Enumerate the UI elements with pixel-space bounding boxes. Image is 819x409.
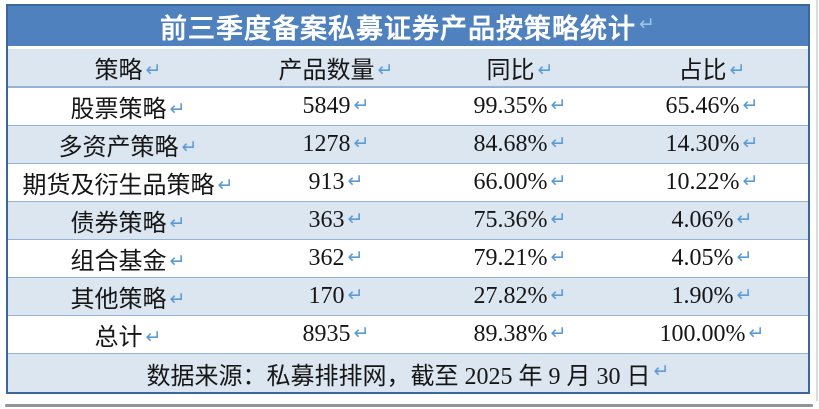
table-row: 股票策略 ↵ 5849 ↵ 99.35% ↵ 65.46% ↵ xyxy=(8,88,808,126)
cell-share[interactable]: 100.00% ↵ xyxy=(659,321,765,347)
cell-share[interactable]: 65.46% ↵ xyxy=(665,93,759,119)
cell-yoy[interactable]: 66.00% ↵ xyxy=(473,169,567,195)
cell-yoy[interactable]: 99.35% ↵ xyxy=(473,93,567,119)
paragraph-mark-icon: ↵ xyxy=(550,246,567,268)
cell-strategy[interactable]: 总计 ↵ xyxy=(94,325,162,351)
cell-share[interactable]: 10.22% ↵ xyxy=(665,169,759,195)
source-note: 数据来源：私募排排网，截至 2025 年 9 月 30 日 xyxy=(146,363,651,390)
cell-count[interactable]: 363 ↵ xyxy=(308,207,364,233)
table-title: 前三季度备案私募证券产品按策略统计 xyxy=(160,13,637,44)
paragraph-mark-icon: ↵ xyxy=(377,59,394,81)
paragraph-mark-icon: ↵ xyxy=(169,250,186,272)
paragraph-mark-icon: ↵ xyxy=(353,132,370,154)
cell-count[interactable]: 1278 ↵ xyxy=(302,131,370,157)
paragraph-mark-icon: ↵ xyxy=(550,170,567,192)
window-edge-right xyxy=(816,0,818,401)
paragraph-mark-icon: ↵ xyxy=(550,322,567,344)
paragraph-mark-icon: ↵ xyxy=(736,246,753,268)
cell-count[interactable]: 5849 ↵ xyxy=(302,93,370,119)
table-row: 期货及衍生品策略 ↵ 913 ↵ 66.00% ↵ 10.22% ↵ xyxy=(8,164,808,202)
paragraph-mark-icon: ↵ xyxy=(736,284,753,306)
cell-strategy[interactable]: 期货及衍生品策略 ↵ xyxy=(22,173,234,199)
cell-count[interactable]: 170 ↵ xyxy=(308,283,364,309)
paragraph-mark-icon: ↵ xyxy=(550,208,567,230)
paragraph-mark-icon: ↵ xyxy=(653,360,670,382)
paragraph-mark-icon: ↵ xyxy=(347,170,364,192)
paragraph-mark-icon: ↵ xyxy=(347,246,364,268)
table-row: 多资产策略 ↵ 1278 ↵ 84.68% ↵ 14.30% ↵ xyxy=(8,126,808,164)
cell-share[interactable]: 14.30% ↵ xyxy=(665,131,759,157)
cell-yoy[interactable]: 89.38% ↵ xyxy=(473,321,567,347)
column-header-yoy[interactable]: 同比 ↵ xyxy=(486,58,554,84)
paragraph-mark-icon: ↵ xyxy=(639,13,656,35)
paragraph-mark-icon: ↵ xyxy=(736,208,753,230)
paragraph-mark-icon: ↵ xyxy=(181,136,198,158)
paragraph-mark-icon: ↵ xyxy=(742,132,759,154)
paragraph-mark-icon: ↵ xyxy=(169,212,186,234)
cell-share[interactable]: 4.06% ↵ xyxy=(671,207,753,233)
table-title-row[interactable]: 前三季度备案私募证券产品按策略统计 ↵ xyxy=(8,6,808,49)
table-row: 总计 ↵ 8935 ↵ 89.38% ↵ 100.00% ↵ xyxy=(8,316,808,354)
cell-yoy[interactable]: 84.68% ↵ xyxy=(473,131,567,157)
paragraph-mark-icon: ↵ xyxy=(169,288,186,310)
cell-strategy[interactable]: 多资产策略 ↵ xyxy=(58,135,198,161)
paragraph-mark-icon: ↵ xyxy=(537,59,554,81)
table-row: 其他策略 ↵ 170 ↵ 27.82% ↵ 1.90% ↵ xyxy=(8,278,808,316)
column-header-count[interactable]: 产品数量 ↵ xyxy=(278,58,394,84)
cell-share[interactable]: 4.05% ↵ xyxy=(671,245,753,271)
cell-count[interactable]: 913 ↵ xyxy=(308,169,364,195)
column-header-strategy[interactable]: 策略 ↵ xyxy=(94,58,162,84)
table-row: 组合基金 ↵ 362 ↵ 79.21% ↵ 4.05% ↵ xyxy=(8,240,808,278)
cell-strategy[interactable]: 债券策略 ↵ xyxy=(70,211,186,237)
table-header-row: 策略 ↵ 产品数量 ↵ 同比 ↵ 占比 ↵ xyxy=(8,49,808,88)
paragraph-mark-icon: ↵ xyxy=(550,284,567,306)
paragraph-mark-icon: ↵ xyxy=(145,59,162,81)
paragraph-mark-icon: ↵ xyxy=(169,98,186,120)
cell-yoy[interactable]: 27.82% ↵ xyxy=(473,283,567,309)
paragraph-mark-icon: ↵ xyxy=(347,208,364,230)
cell-strategy[interactable]: 其他策略 ↵ xyxy=(70,287,186,313)
cell-strategy[interactable]: 组合基金 ↵ xyxy=(70,249,186,275)
cell-count[interactable]: 362 ↵ xyxy=(308,245,364,271)
table-source-row[interactable]: 数据来源：私募排排网，截至 2025 年 9 月 30 日 ↵ xyxy=(8,354,808,392)
cell-count[interactable]: 8935 ↵ xyxy=(302,321,370,347)
paragraph-mark-icon: ↵ xyxy=(145,326,162,348)
cell-share[interactable]: 1.90% ↵ xyxy=(671,283,753,309)
table-row: 债券策略 ↵ 363 ↵ 75.36% ↵ 4.06% ↵ xyxy=(8,202,808,240)
paragraph-mark-icon: ↵ xyxy=(353,322,370,344)
paragraph-mark-icon: ↵ xyxy=(353,94,370,116)
paragraph-mark-icon: ↵ xyxy=(550,94,567,116)
paragraph-mark-icon: ↵ xyxy=(742,170,759,192)
cell-yoy[interactable]: 75.36% ↵ xyxy=(473,207,567,233)
paragraph-mark-icon: ↵ xyxy=(217,174,234,196)
paragraph-mark-icon: ↵ xyxy=(742,94,759,116)
table-body: 股票策略 ↵ 5849 ↵ 99.35% ↵ 65.46% ↵ 多资产策略 ↵ 1278 ↵ 84.68… xyxy=(8,88,808,354)
paragraph-mark-icon: ↵ xyxy=(748,322,765,344)
column-header-share[interactable]: 占比 ↵ xyxy=(678,58,746,84)
strategy-stats-table: 前三季度备案私募证券产品按策略统计 ↵ 策略 ↵ 产品数量 ↵ 同比 ↵ 占比 ↵ 股票策… xyxy=(6,4,810,394)
cell-strategy[interactable]: 股票策略 ↵ xyxy=(70,97,186,123)
cell-yoy[interactable]: 79.21% ↵ xyxy=(473,245,567,271)
paragraph-mark-icon: ↵ xyxy=(729,59,746,81)
paragraph-mark-icon: ↵ xyxy=(347,284,364,306)
window-edge-bottom xyxy=(5,404,813,407)
paragraph-mark-icon: ↵ xyxy=(550,132,567,154)
